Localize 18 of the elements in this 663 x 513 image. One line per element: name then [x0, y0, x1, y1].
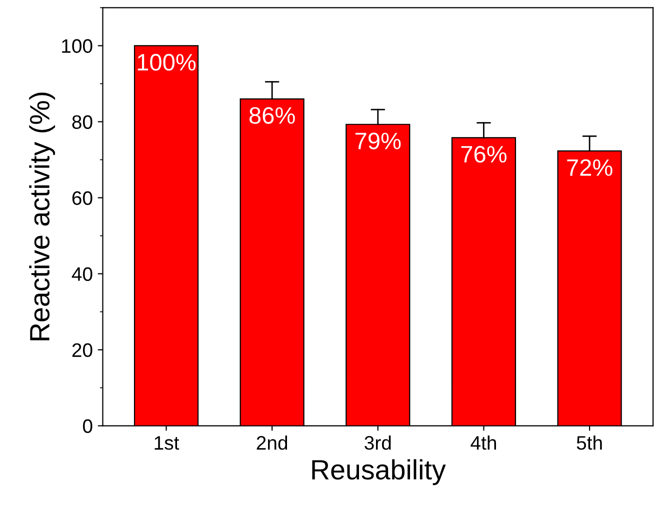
- data-label: 86%: [249, 107, 295, 124]
- x-tick-label: 4th: [470, 436, 496, 450]
- y-axis-title: Reactive activity (%): [29, 92, 56, 340]
- x-tick-label: 3rd: [364, 436, 391, 450]
- data-label: 72%: [567, 159, 612, 176]
- y-tick-label: 80: [72, 115, 92, 129]
- x-tick-label: 1st: [154, 436, 180, 450]
- x-axis-title: Reusability: [312, 459, 446, 486]
- y-tick-label: 40: [72, 267, 92, 281]
- y-tick-label: 20: [72, 343, 92, 358]
- y-tick-label: 0: [82, 419, 92, 434]
- x-tick-label: 2nd: [256, 436, 288, 450]
- y-tick-label: 60: [72, 191, 92, 205]
- y-tick-label: 100: [62, 39, 92, 53]
- data-label: 76%: [461, 146, 507, 163]
- data-label: 100%: [138, 54, 196, 71]
- data-label: 79%: [355, 132, 401, 150]
- x-tick-label: 5th: [576, 436, 602, 450]
